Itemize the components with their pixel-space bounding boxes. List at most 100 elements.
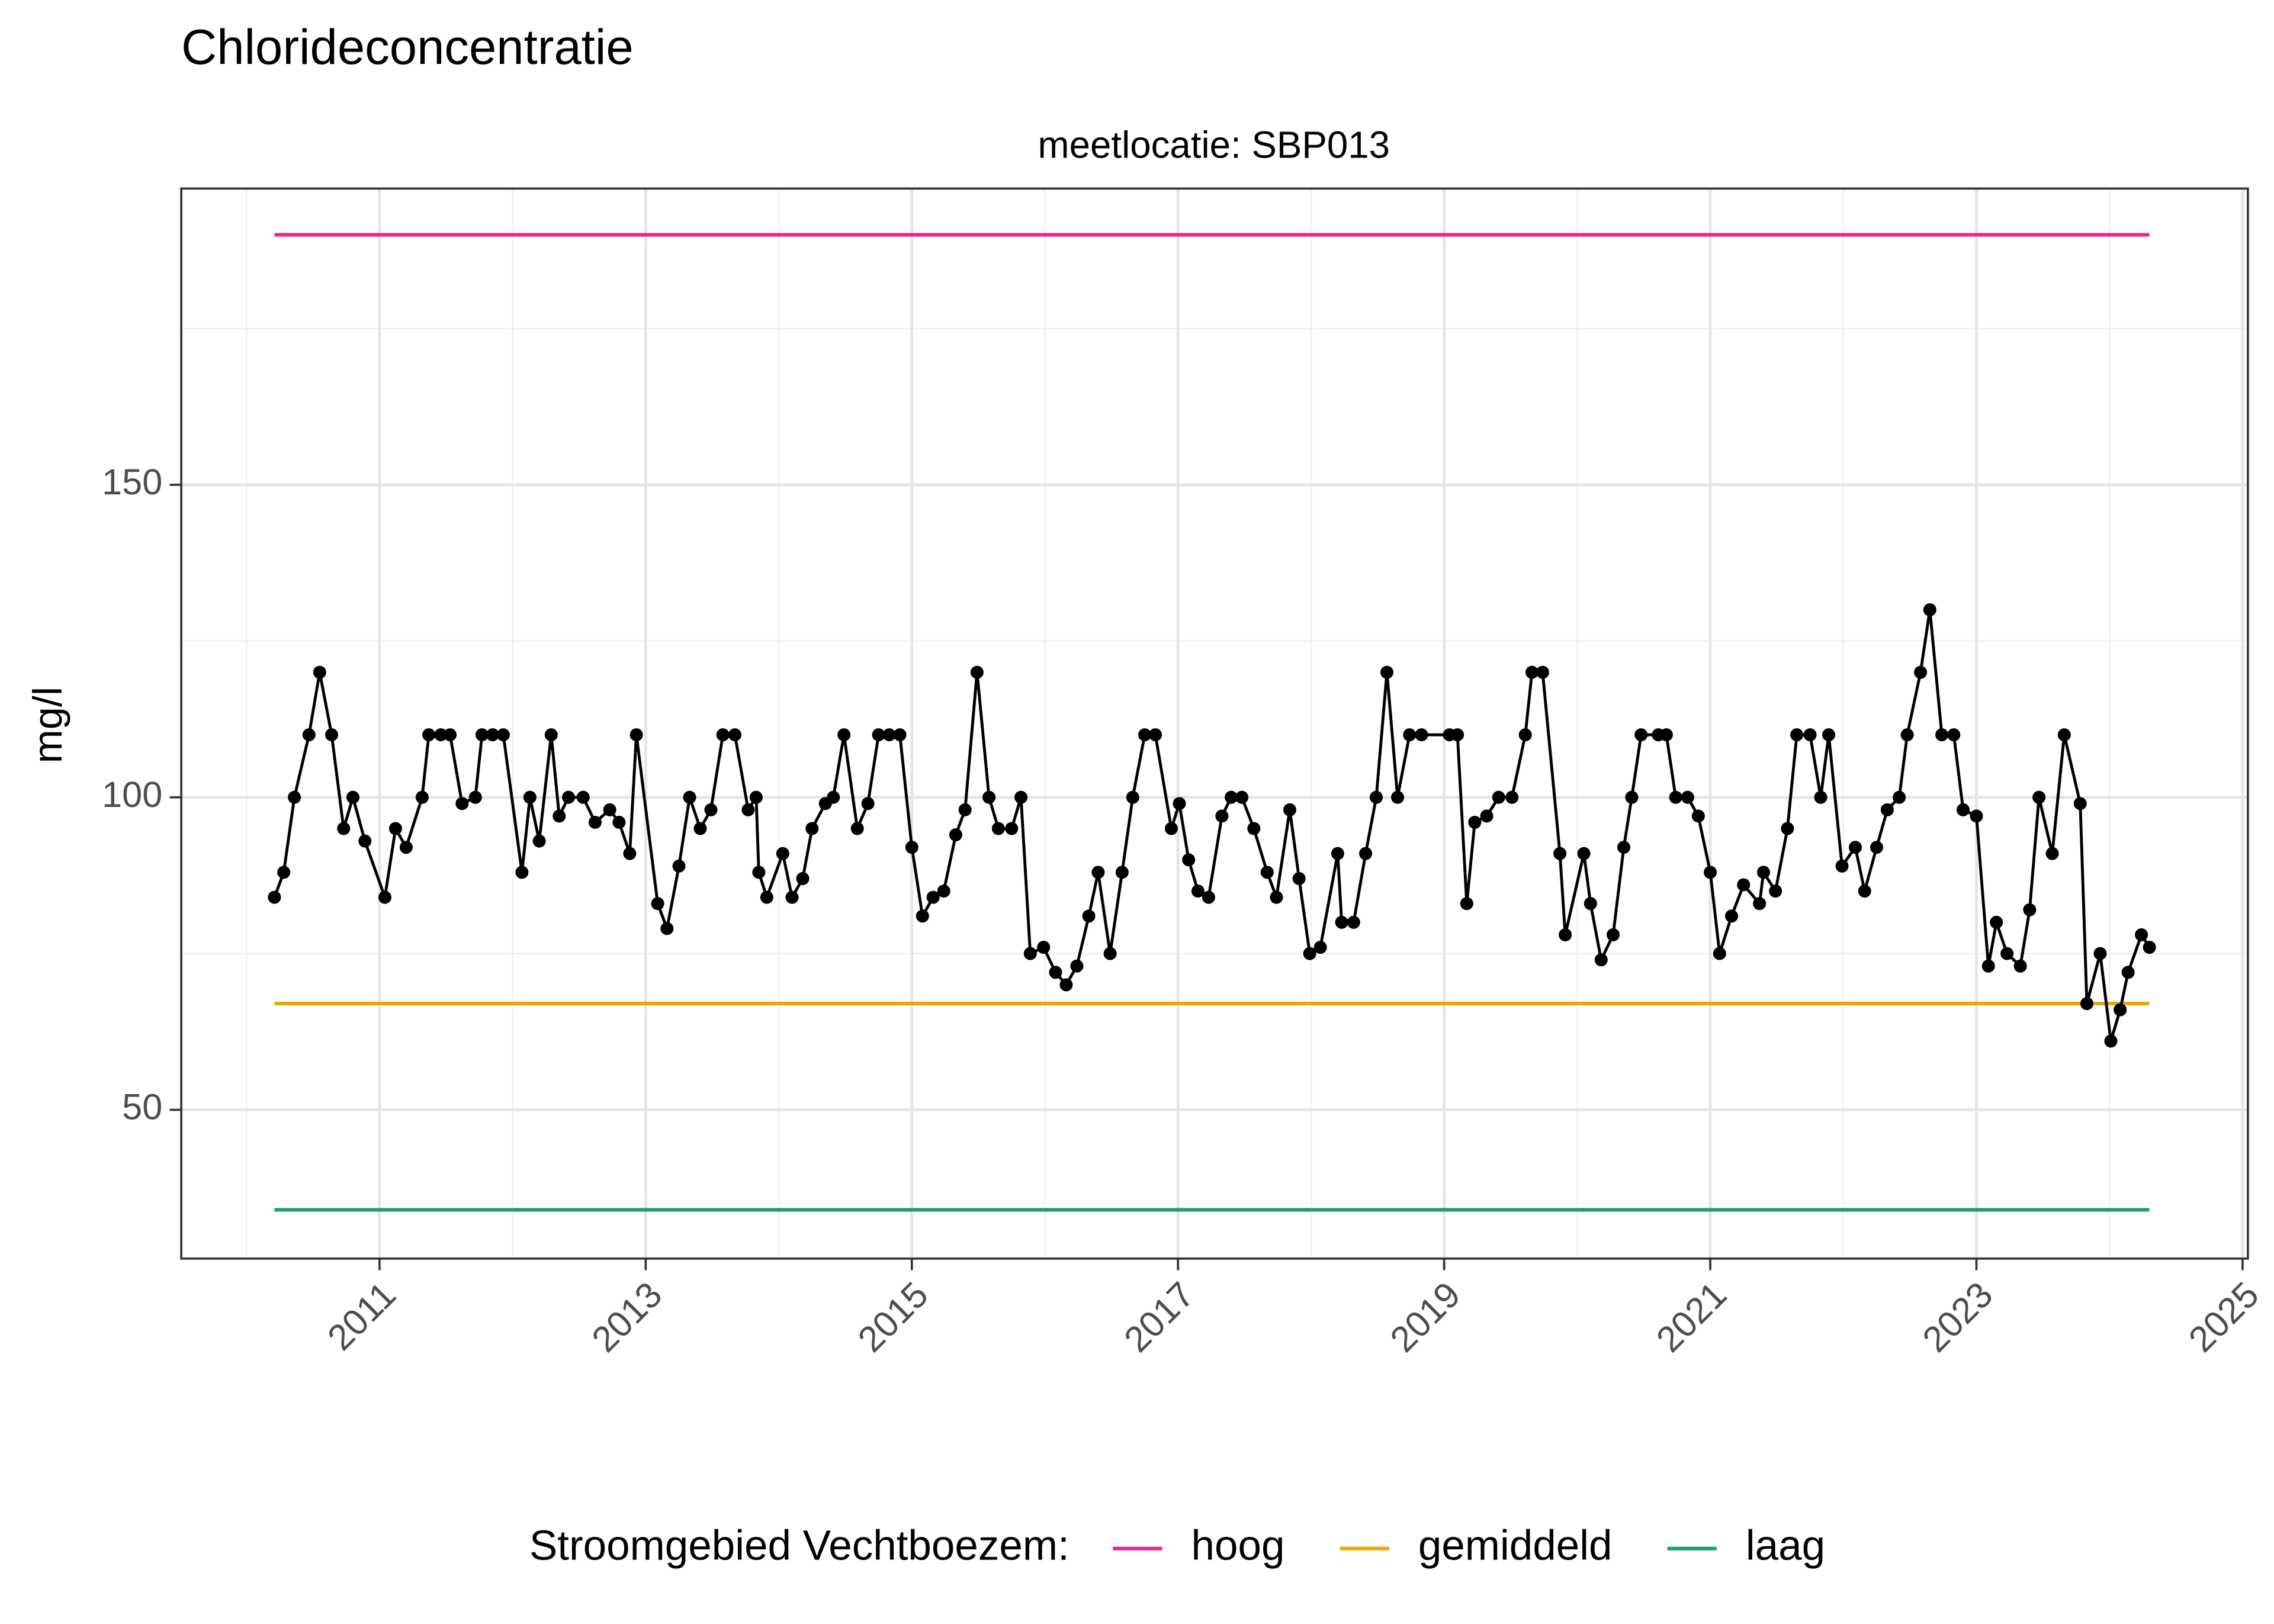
data-point [422, 728, 436, 742]
data-point [1617, 841, 1631, 854]
data-point [544, 728, 558, 742]
data-point [532, 834, 546, 848]
data-point [1149, 728, 1162, 742]
data-point [1014, 790, 1028, 804]
data-point [2080, 997, 2094, 1011]
data-point [1451, 728, 1464, 742]
data-point [523, 790, 537, 804]
data-point [1347, 915, 1360, 929]
data-point [1331, 847, 1344, 860]
data-point [434, 728, 448, 742]
data-point [916, 909, 929, 923]
data-point [1753, 897, 1766, 911]
data-point [926, 890, 940, 904]
data-point [1704, 866, 1717, 879]
data-point [1669, 790, 1682, 804]
data-point [1790, 728, 1804, 742]
data-point [970, 665, 984, 679]
data-point [850, 822, 864, 835]
data-point [2073, 797, 2087, 811]
data-point [1182, 853, 1196, 867]
data-point [1390, 790, 1405, 804]
data-point [455, 797, 469, 811]
data-point [728, 728, 741, 742]
data-point [562, 790, 576, 804]
data-point [752, 866, 766, 879]
data-point [776, 847, 789, 860]
y-tick-label: 150 [102, 462, 162, 502]
legend-label: hoog [1191, 1522, 1285, 1569]
data-point [1725, 909, 1739, 923]
data-point [805, 822, 819, 835]
data-point [378, 890, 391, 904]
data-point [2045, 847, 2059, 860]
data-point [905, 841, 918, 854]
data-point [553, 809, 566, 823]
data-point [1880, 803, 1894, 816]
data-point [1858, 885, 1871, 898]
plot-area [268, 233, 2156, 1212]
legend-label: gemiddeld [1418, 1522, 1613, 1569]
data-point [612, 815, 626, 829]
data-point [958, 803, 972, 816]
data-point [1505, 790, 1519, 804]
data-point [982, 790, 996, 804]
data-point [1691, 809, 1705, 823]
data-point [475, 728, 489, 742]
data-point [1659, 728, 1673, 742]
data-point [277, 866, 291, 879]
data-point [1713, 947, 1726, 960]
data-point [1900, 728, 1914, 742]
data-point [1970, 809, 1983, 823]
legend: Stroomgebied Vechtboezem: hoog gemiddeld la… [529, 1522, 1825, 1569]
data-point [716, 728, 730, 742]
data-point [1559, 928, 1572, 941]
data-point [1893, 790, 1906, 804]
data-point [1870, 841, 1883, 854]
data-point [1037, 941, 1051, 954]
data-point [1634, 728, 1648, 742]
data-point [1164, 822, 1178, 835]
data-point [399, 841, 413, 854]
data-point [1848, 841, 1862, 854]
data-point [651, 897, 664, 911]
data-point [937, 885, 950, 898]
data-point [486, 728, 499, 742]
data-point [1756, 866, 1770, 879]
data-point [1270, 890, 1283, 904]
data-point [1283, 803, 1297, 816]
data-point [1138, 728, 1152, 742]
data-point [1947, 728, 1961, 742]
data-point [1005, 822, 1019, 835]
data-point [1536, 665, 1549, 679]
data-point [991, 822, 1005, 835]
data-point [2023, 903, 2037, 916]
panel-border [180, 187, 2249, 1260]
data-point [1303, 947, 1316, 960]
data-point [1023, 947, 1037, 960]
data-point [872, 728, 885, 742]
data-point [346, 790, 360, 804]
data-point [337, 822, 351, 835]
data-point [288, 790, 301, 804]
data-point [1049, 966, 1062, 979]
data-point [1173, 797, 1186, 811]
data-point [796, 872, 810, 885]
data-point [785, 890, 799, 904]
data-point [1914, 665, 1928, 679]
data-point [1681, 790, 1694, 804]
data-point [1625, 790, 1639, 804]
data-point [1403, 728, 1417, 742]
data-point [1480, 809, 1493, 823]
data-point [415, 790, 429, 804]
data-point [2104, 1034, 2118, 1048]
data-point [837, 728, 851, 742]
data-point [302, 728, 316, 742]
data-point [1370, 790, 1383, 804]
data-point [1103, 947, 1117, 960]
legend-label: laag [1746, 1522, 1825, 1569]
data-point [741, 803, 755, 816]
data-point [588, 815, 602, 829]
